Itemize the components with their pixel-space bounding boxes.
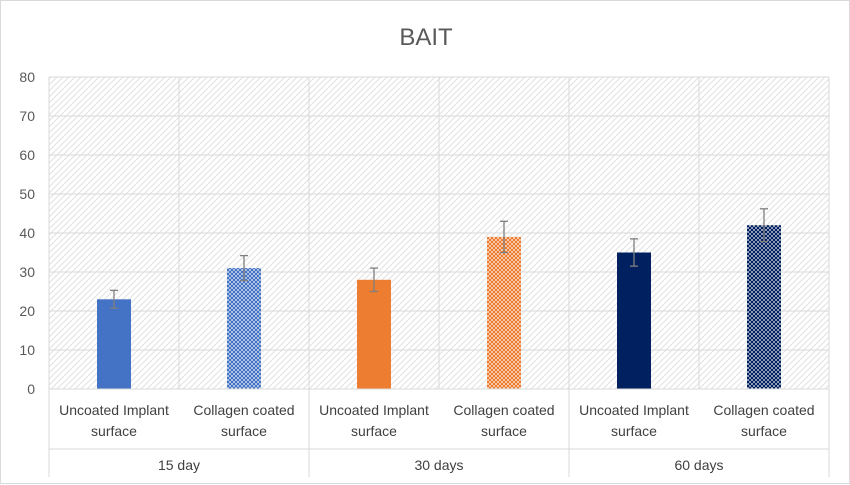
x-tick-label: surface — [351, 423, 397, 439]
x-tick-label: surface — [741, 423, 787, 439]
group-label: 30 days — [414, 457, 463, 473]
y-tick-label: 70 — [19, 108, 35, 124]
chart-title: BAIT — [399, 24, 453, 51]
y-tick-label: 50 — [19, 186, 35, 202]
bar — [97, 299, 131, 389]
bar — [617, 252, 651, 389]
y-tick-label: 40 — [19, 225, 35, 241]
y-tick-label: 0 — [27, 381, 35, 397]
x-tick-label: Collagen coated — [713, 402, 814, 418]
x-tick-label: Uncoated Implant — [319, 402, 429, 418]
bar — [747, 225, 781, 389]
x-tick-label: Uncoated Implant — [579, 402, 689, 418]
x-tick-label: surface — [481, 423, 527, 439]
y-tick-label: 10 — [19, 342, 35, 358]
x-tick-label: Collagen coated — [193, 402, 294, 418]
x-tick-label: surface — [611, 423, 657, 439]
group-label: 60 days — [674, 457, 723, 473]
x-tick-label: Collagen coated — [453, 402, 554, 418]
y-tick-label: 20 — [19, 303, 35, 319]
x-tick-label: surface — [221, 423, 267, 439]
bar — [227, 268, 261, 389]
x-tick-label: Uncoated Implant — [59, 402, 169, 418]
bar — [487, 236, 521, 389]
y-tick-label: 80 — [19, 69, 35, 85]
y-tick-label: 60 — [19, 147, 35, 163]
x-tick-label: surface — [91, 423, 137, 439]
bar — [357, 279, 391, 389]
y-tick-label: 30 — [19, 264, 35, 280]
group-label: 15 day — [158, 457, 200, 473]
